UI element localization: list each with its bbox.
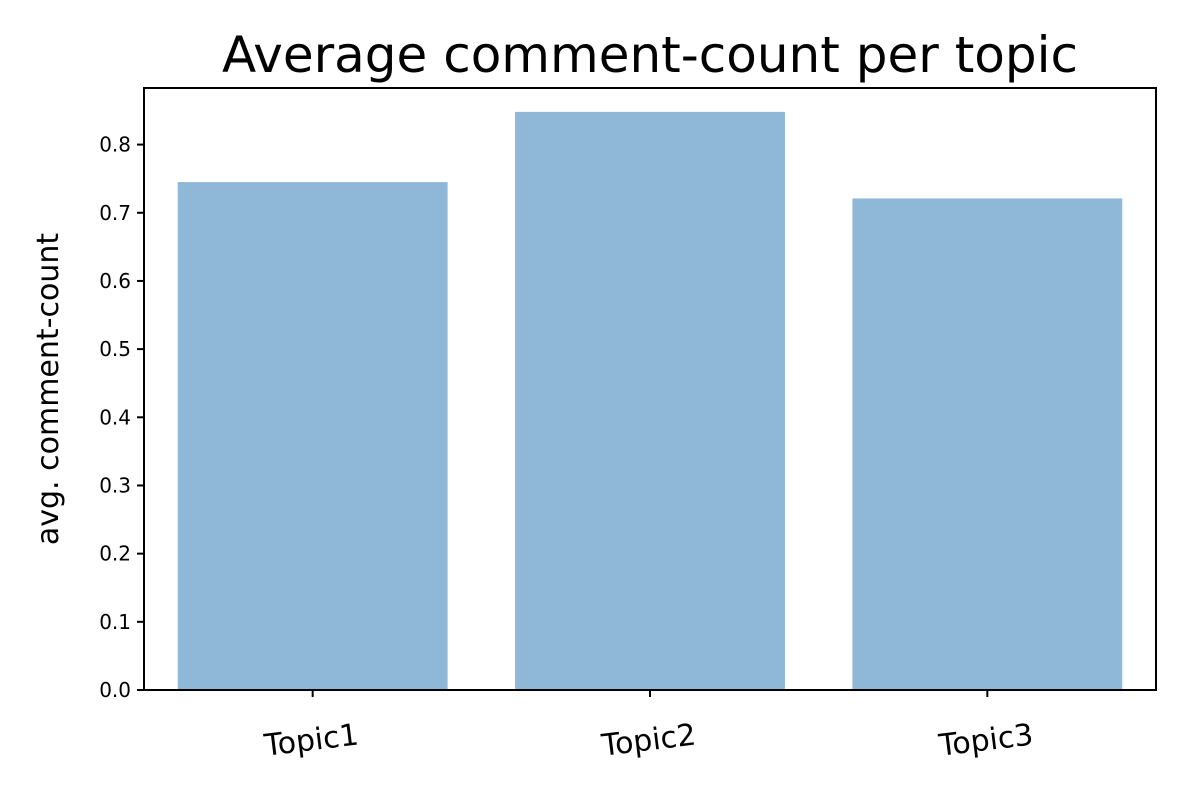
bar-topic2 <box>515 111 785 691</box>
y-tick-label: 0.0 <box>99 678 131 702</box>
chart-title: Average comment-count per topic <box>222 26 1078 84</box>
x-axis: Topic1 Topic2 Topic3 <box>261 690 1035 764</box>
x-tick-label-topic3: Topic3 <box>936 717 1035 763</box>
y-tick-label: 0.7 <box>99 201 131 225</box>
bar-topic1 <box>177 182 448 690</box>
bar-topic3 <box>852 198 1123 690</box>
y-tick-label: 0.3 <box>99 473 131 497</box>
x-tick-label-topic2: Topic2 <box>599 717 698 763</box>
y-tick-label: 0.4 <box>99 405 131 429</box>
x-tick-label-topic1: Topic1 <box>261 717 360 763</box>
y-tick-label: 0.2 <box>99 542 131 566</box>
bars-group <box>177 111 1123 691</box>
y-tick-label: 0.5 <box>99 337 131 361</box>
y-axis-title: avg. comment-count <box>31 233 66 545</box>
y-axis: 0.0 0.1 0.2 0.3 0.4 0.5 0.6 0.7 0.8 <box>99 133 144 702</box>
y-tick-label: 0.1 <box>99 610 131 634</box>
y-tick-label: 0.8 <box>99 133 131 157</box>
y-tick-label: 0.6 <box>99 269 131 293</box>
